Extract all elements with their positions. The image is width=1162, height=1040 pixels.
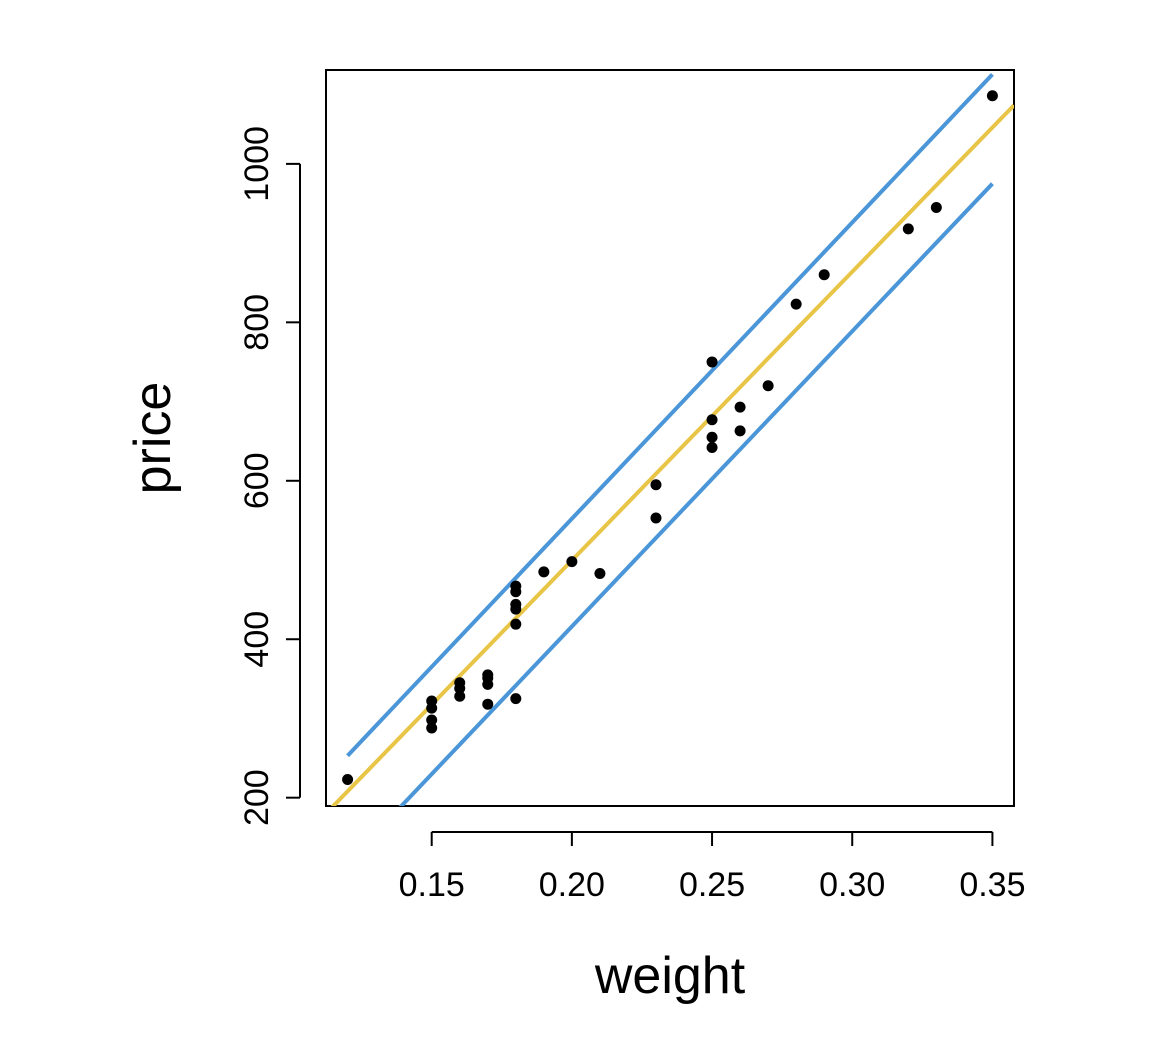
upper-band-line (346, 72, 994, 758)
data-point (706, 431, 718, 443)
y-tick-label: 1000 (238, 126, 276, 202)
x-axis-title: weight (594, 947, 746, 1005)
data-point (706, 442, 718, 454)
data-point (818, 269, 830, 281)
data-point (510, 693, 522, 705)
y-tick-label: 600 (238, 452, 276, 509)
data-point (510, 580, 522, 592)
x-tick-label: 0.20 (539, 866, 605, 904)
data-point (986, 90, 998, 102)
data-point (454, 690, 466, 702)
data-point (426, 714, 438, 726)
data-point (510, 618, 522, 630)
data-point (902, 223, 914, 235)
data-point (426, 695, 438, 707)
data-point (650, 479, 662, 491)
x-tick-label: 0.15 (399, 866, 465, 904)
data-point (734, 425, 746, 437)
data-point (706, 356, 718, 368)
x-axis: 0.15 0.20 0.25 0.30 0.35 (399, 831, 1026, 904)
x-tick-label: 0.25 (679, 866, 745, 904)
lower-band-line (398, 182, 994, 806)
x-tick-label: 0.30 (819, 866, 885, 904)
y-axis: 200 400 600 800 1000 (238, 126, 301, 826)
data-point (510, 598, 522, 610)
data-point (426, 722, 438, 734)
fit-line (330, 103, 1014, 806)
data-point (930, 201, 942, 213)
data-point (762, 380, 774, 392)
data-point (482, 698, 494, 710)
data-point (454, 677, 466, 689)
data-point (566, 556, 578, 568)
data-point (594, 567, 606, 579)
data-point (482, 669, 494, 681)
data-point (342, 773, 354, 785)
data-point (650, 512, 662, 524)
data-point (538, 566, 550, 578)
plot-frame (325, 69, 1015, 807)
y-tick-label: 800 (238, 294, 276, 351)
x-tick-label: 0.35 (959, 866, 1025, 904)
y-tick-label: 200 (238, 769, 276, 826)
y-axis-title: price (124, 382, 182, 495)
y-tick-label: 400 (238, 611, 276, 668)
data-point (706, 414, 718, 426)
data-point (734, 401, 746, 413)
data-point (790, 298, 802, 310)
